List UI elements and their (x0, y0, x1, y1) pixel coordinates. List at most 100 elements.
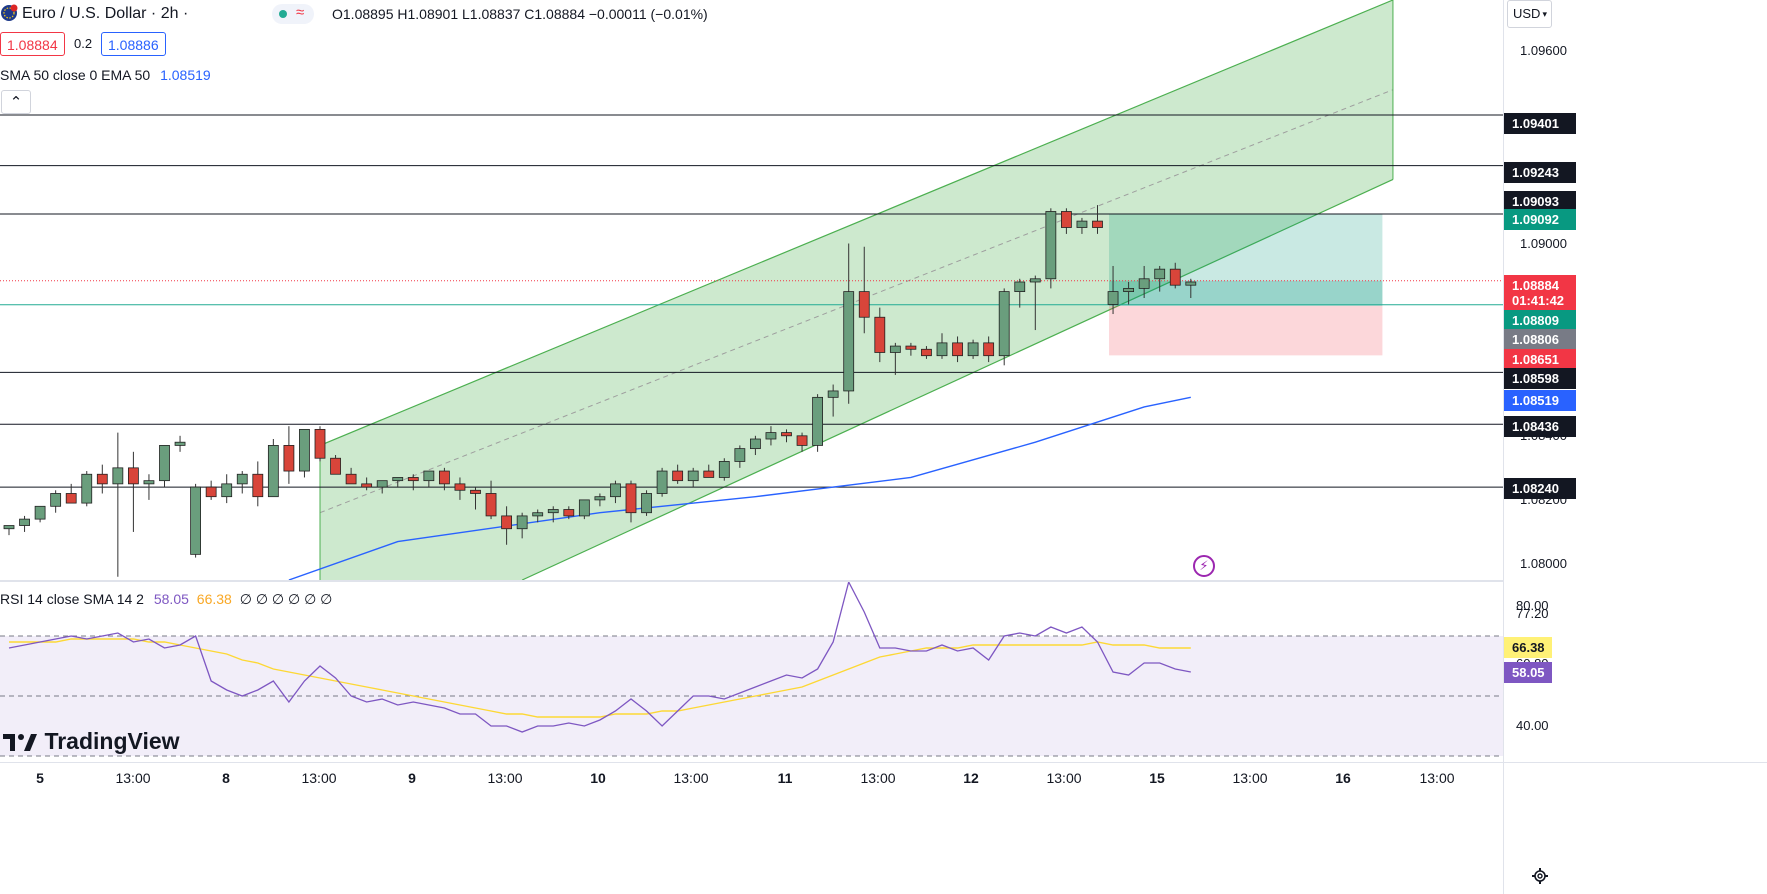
candle-body (1169, 268, 1181, 286)
time-axis-label: 13:00 (115, 770, 151, 786)
pane-separator[interactable] (0, 580, 1504, 582)
time-axis-label: 13:00 (860, 770, 896, 786)
indicator-legend[interactable]: SMA 50 close 0 EMA 50 1.08519 (0, 67, 211, 83)
candle-body (283, 445, 295, 472)
candle-body (578, 499, 590, 517)
rsi-value-tag: 58.05 (1504, 661, 1552, 683)
candle-body (143, 480, 155, 485)
price-tag: 1.09093 (1504, 191, 1576, 212)
settings-gear-icon[interactable] (1531, 867, 1551, 887)
candle-body (485, 493, 497, 517)
time-axis-label: 13:00 (1046, 770, 1082, 786)
time-axis-border (0, 762, 1767, 763)
candle-body (236, 473, 248, 485)
candle-body (796, 435, 808, 446)
tradingview-logo[interactable]: TradingView (2, 728, 180, 754)
candle-body (734, 448, 746, 462)
price-axis-tick-label: 1.08000 (1520, 555, 1567, 571)
candle-body (345, 473, 357, 485)
time-axis[interactable]: 5 13:00 8 13:00 9 13:00 10 13:00 11 13:00 12 13:00 1… (0, 763, 1504, 894)
price-axis-border (1503, 0, 1504, 894)
candle-body (874, 316, 886, 353)
candle-body (19, 518, 30, 526)
candle-body (501, 515, 513, 530)
candle-body (952, 342, 963, 357)
trend-channel-upper-line (319, 0, 1394, 446)
candle-body (858, 291, 870, 318)
collapse-legend-button[interactable]: ⌃ (1, 90, 31, 114)
time-axis-label: 13:00 (1232, 770, 1268, 786)
candle-body (750, 438, 761, 450)
time-axis-label: 16 (1335, 770, 1351, 786)
tradingview-wordmark: TradingView (44, 728, 180, 754)
time-axis-label: 13:00 (673, 770, 709, 786)
sell-price-button[interactable]: 1.08884 (0, 32, 65, 56)
candle-body (610, 483, 621, 498)
price-tag: 01:41:42 (1504, 290, 1576, 311)
candle-body (718, 461, 730, 478)
candle-body (1107, 291, 1119, 305)
currency-label: USD (1513, 6, 1541, 21)
candle-body (34, 505, 46, 520)
candle-body (1061, 211, 1072, 228)
price-tag: 1.08809 (1504, 310, 1576, 331)
price-tag: 1.08436 (1504, 416, 1576, 437)
time-axis-label: 5 (36, 770, 44, 786)
time-axis-label: 10 (590, 770, 606, 786)
candle-body (65, 493, 77, 504)
candle-body (392, 477, 404, 482)
position-open-pnl-zone (1109, 280, 1383, 306)
rsi-axis-tick-label: 40.00 (1516, 718, 1549, 733)
candle-body (1014, 281, 1026, 293)
candle-body (1076, 220, 1088, 228)
candle-body (563, 509, 575, 517)
rsi-axis-tick-label: 77.20 (1516, 606, 1549, 622)
indicator-value: 1.08519 (160, 67, 211, 83)
price-tag: 1.08651 (1504, 349, 1576, 370)
candle-body (843, 291, 855, 392)
live-data-icon: ≈ (296, 4, 305, 21)
rsi-line (8, 582, 1191, 733)
candle-body (625, 483, 637, 514)
rsi-value: 58.05 (153, 591, 189, 607)
candle-body (174, 441, 186, 446)
candle-body (1045, 211, 1057, 280)
candle-body (252, 473, 264, 498)
chevron-down-icon: ▾ (1542, 9, 1547, 19)
candle-body (267, 445, 279, 498)
price-tag: 1.09092 (1504, 209, 1576, 230)
candle-body (299, 428, 310, 472)
rsi-pane[interactable] (0, 582, 1504, 762)
candle-body (376, 480, 388, 488)
candle-body (314, 428, 326, 459)
price-chart[interactable] (0, 0, 1504, 580)
position-target-zone (1109, 214, 1383, 306)
symbol-flag-icon[interactable] (0, 4, 20, 24)
symbol-title[interactable]: Euro / U.S. Dollar · 2h · (22, 5, 189, 22)
candle-body (438, 470, 450, 485)
currency-selector[interactable]: USD ▾ (1507, 0, 1552, 28)
candle-body (1123, 287, 1134, 293)
candle-body (330, 457, 341, 475)
rsi-label: RSI 14 close SMA 14 2 (0, 591, 144, 607)
candle-body (998, 291, 1010, 357)
buy-price-button[interactable]: 1.08886 (101, 32, 166, 56)
market-status-badge[interactable]: ≈ (272, 4, 314, 24)
position-stop-zone (1109, 305, 1383, 356)
price-axis-tick-label: 1.09600 (1520, 43, 1567, 59)
candle-body (703, 470, 715, 478)
candle-body (470, 489, 481, 494)
chevron-up-icon: ⌃ (9, 94, 23, 111)
candle-body (672, 470, 684, 482)
rsi-axis-tick-label: 80.00 (1516, 598, 1549, 613)
rsi-legend[interactable]: RSI 14 close SMA 14 2 58.05 66.38 ∅ ∅ ∅ … (0, 591, 332, 608)
price-tag: 1.08598 (1504, 368, 1576, 389)
indicator-name: SMA 50 close 0 EMA 50 (0, 67, 151, 83)
time-axis-label: 12 (963, 770, 979, 786)
candle-body (205, 486, 217, 498)
candle-body (423, 470, 435, 482)
candle-body (112, 467, 124, 485)
lightning-icon[interactable]: ⚡ (1193, 555, 1215, 577)
rsi-sma-line (9, 638, 1191, 718)
